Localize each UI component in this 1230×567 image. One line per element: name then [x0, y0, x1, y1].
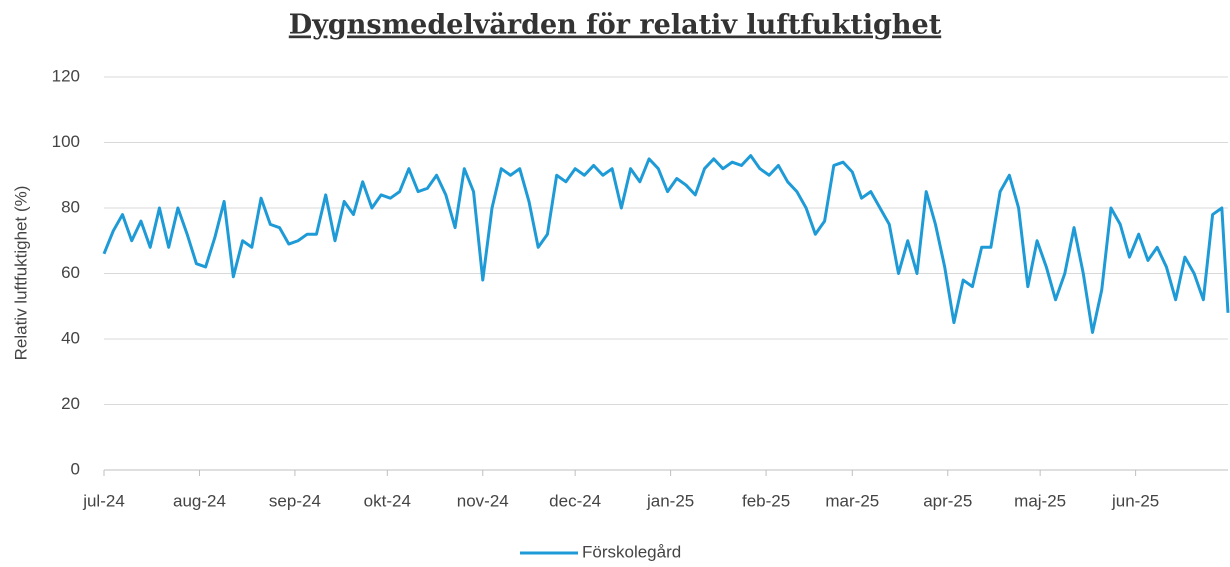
y-axis-label: Relativ luftfuktighet (%): [11, 186, 30, 361]
x-tick-label: nov-24: [457, 491, 509, 510]
y-tick-label: 40: [61, 328, 80, 347]
x-tick-label: aug-24: [173, 491, 226, 510]
y-tick-label: 60: [61, 263, 80, 282]
x-tick-label: jul-24: [82, 491, 125, 510]
x-tick-label: okt-24: [364, 491, 411, 510]
x-tick-label: sep-24: [269, 491, 321, 510]
data-line: [102, 154, 1230, 334]
x-tick-label: maj-25: [1014, 491, 1066, 510]
chart-title: Dygnsmedelvärden för relativ luftfuktigh…: [289, 10, 942, 41]
y-tick-label: 0: [71, 459, 80, 478]
x-tick-label: feb-25: [742, 491, 790, 510]
x-tick-label: mar-25: [825, 491, 879, 510]
x-tick-label: dec-24: [549, 491, 601, 510]
x-tick-label: jan-25: [646, 491, 694, 510]
y-tick-label: 20: [61, 394, 80, 413]
y-tick-label: 100: [52, 132, 80, 151]
x-tick-label: apr-25: [923, 491, 972, 510]
legend-label: Förskolegård: [582, 542, 681, 561]
x-tick-label: jun-25: [1111, 491, 1159, 510]
y-tick-label: 120: [52, 66, 80, 85]
y-tick-label: 80: [61, 197, 80, 216]
